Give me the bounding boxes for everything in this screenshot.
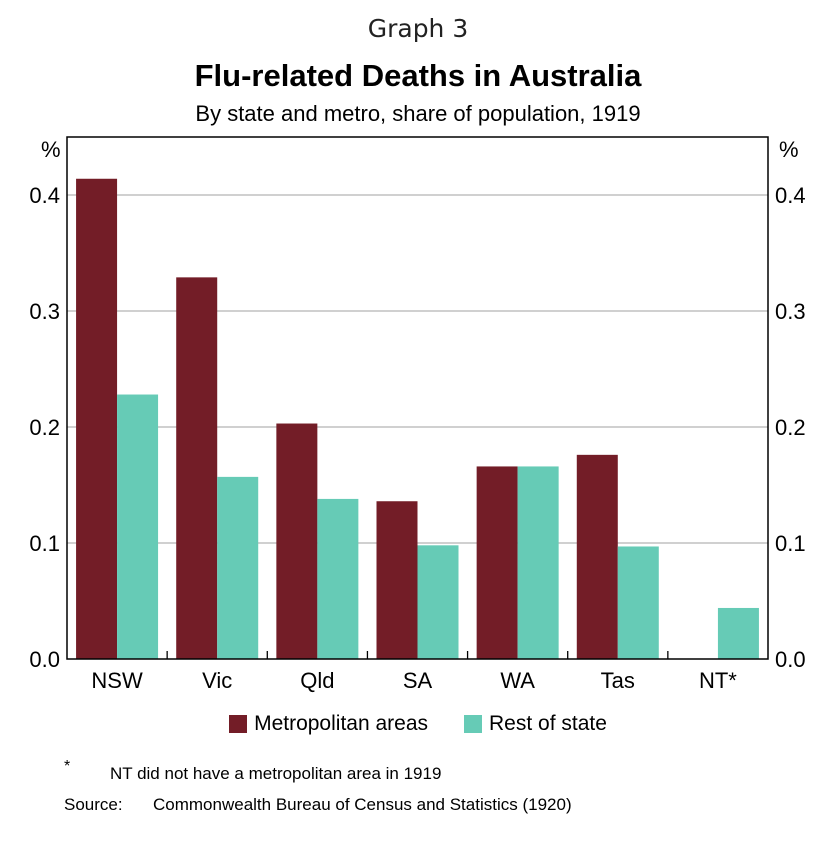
chart-title: Flu-related Deaths in Australia — [194, 58, 642, 93]
y-tick-label-right: 0.2 — [775, 415, 806, 440]
bar-metropolitan — [576, 454, 618, 659]
x-tick-label: NT* — [699, 668, 737, 693]
x-tick-label: NSW — [91, 668, 143, 693]
y-tick-label-left: 0.1 — [29, 531, 60, 556]
y-tick-label-left: 0.2 — [29, 415, 60, 440]
bar-rest-of-state — [217, 476, 259, 659]
bars — [76, 178, 759, 659]
y-axis-unit-right: % — [779, 137, 799, 162]
y-axis-unit-left: % — [41, 137, 61, 162]
graph-number-label: Graph 3 — [367, 14, 469, 43]
source-text: Commonwealth Bureau of Census and Statis… — [153, 795, 572, 814]
axis-labels: 0.0 0.0 0.1 0.1 0.2 0.2 0.3 0.3 0.4 0.4% % NSW Vic Ql… — [29, 137, 805, 693]
chart-subtitle: By state and metro, share of population,… — [195, 101, 641, 126]
y-tick-label-right: 0.1 — [775, 531, 806, 556]
x-tick-label: SA — [403, 668, 433, 693]
y-tick-label-right: 0.4 — [775, 183, 806, 208]
bar-chart: 0.0 0.0 0.1 0.1 0.2 0.2 0.3 0.3 0.4 0.4% % NSW Vic Ql… — [29, 136, 806, 693]
legend-swatch-rest — [464, 715, 483, 733]
footnote-text: NT did not have a metropolitan area in 1… — [110, 764, 442, 783]
legend: Metropolitan areas Rest of state — [0, 712, 836, 736]
bar-metropolitan — [176, 277, 218, 659]
bar-metropolitan — [476, 466, 518, 659]
bar-metropolitan — [276, 423, 318, 659]
y-tick-label-right: 0.0 — [775, 647, 806, 672]
legend-item-metro: Metropolitan areas — [229, 712, 428, 736]
footnote-marker: * — [64, 758, 71, 775]
legend-label-metro: Metropolitan areas — [254, 712, 429, 735]
y-tick-label-left: 0.3 — [29, 299, 60, 324]
legend-label-rest: Rest of state — [489, 712, 607, 735]
bar-rest-of-state — [117, 394, 159, 659]
x-tick-label: WA — [500, 668, 535, 693]
bar-rest-of-state — [517, 466, 559, 659]
gridlines — [67, 194, 768, 544]
y-tick-label-left: 0.4 — [29, 183, 60, 208]
bar-metropolitan — [76, 178, 118, 659]
bar-metropolitan — [376, 501, 418, 659]
y-tick-label-right: 0.3 — [775, 299, 806, 324]
bar-rest-of-state — [717, 607, 759, 659]
x-tick-label: Qld — [300, 668, 334, 693]
axes — [66, 136, 769, 660]
bar-rest-of-state — [317, 498, 359, 659]
legend-item-rest: Rest of state — [464, 712, 607, 736]
legend-swatch-metro — [229, 715, 248, 733]
bar-rest-of-state — [417, 545, 459, 659]
source-label: Source: — [64, 795, 123, 814]
x-tick-label: Tas — [601, 668, 635, 693]
y-tick-label-left: 0.0 — [29, 647, 60, 672]
x-tick-label: Vic — [202, 668, 232, 693]
plot-frame — [66, 136, 769, 660]
bar-rest-of-state — [617, 546, 659, 659]
